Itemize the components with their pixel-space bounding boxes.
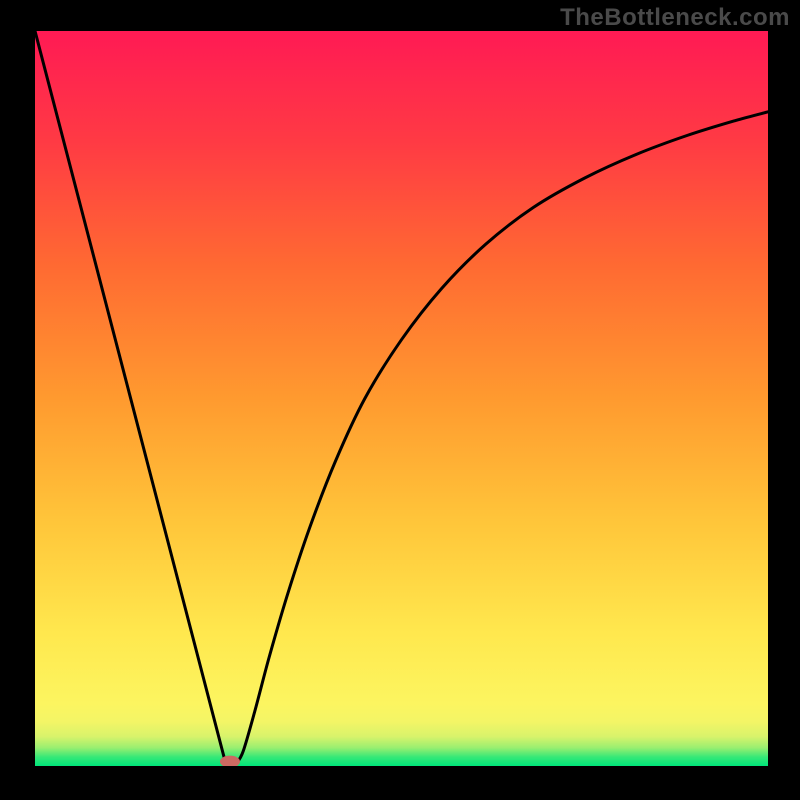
plot-background	[35, 31, 768, 766]
watermark-text: TheBottleneck.com	[560, 4, 790, 32]
plot-svg	[35, 31, 768, 766]
plot-area	[35, 31, 768, 766]
